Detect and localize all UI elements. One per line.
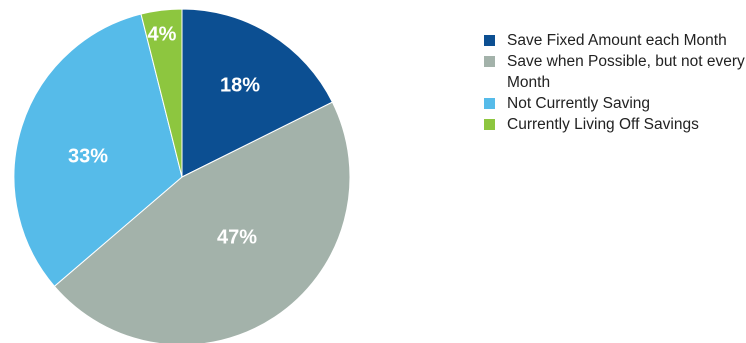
legend-label-not-saving: Not Currently Saving: [507, 95, 651, 112]
legend-swatch-save-fixed: [484, 35, 495, 46]
legend-swatch-not-saving: [484, 98, 495, 109]
legend-swatch-living-off-savings: [484, 119, 495, 130]
pie-slice-save-when-possible: [53, 101, 351, 343]
pie-slice-not-saving: [13, 13, 183, 288]
legend-label-living-off-savings: Currently Living Off Savings: [507, 116, 699, 133]
legend: Save Fixed Amount each Month Save when P…: [484, 30, 746, 135]
legend-item-save-fixed: Save Fixed Amount each Month: [484, 30, 746, 51]
legend-item-not-saving: Not Currently Saving: [484, 93, 746, 114]
slice-label-living-off-savings: 4%: [148, 23, 177, 45]
legend-label-save-when-possible: Save when Possible, but not every Month: [507, 53, 745, 91]
slice-label-save-fixed: 18%: [220, 74, 260, 96]
legend-swatch-save-when-possible: [484, 56, 495, 67]
legend-label-save-fixed: Save Fixed Amount each Month: [507, 32, 727, 49]
legend-item-save-when-possible: Save when Possible, but not every Month: [484, 51, 746, 93]
slice-label-save-when-possible: 47%: [217, 226, 257, 248]
slice-label-not-saving: 33%: [68, 145, 108, 167]
pie-slice-living-off-savings: [140, 8, 183, 178]
legend-item-living-off-savings: Currently Living Off Savings: [484, 114, 746, 135]
pie-slice-save-fixed: [181, 8, 334, 178]
